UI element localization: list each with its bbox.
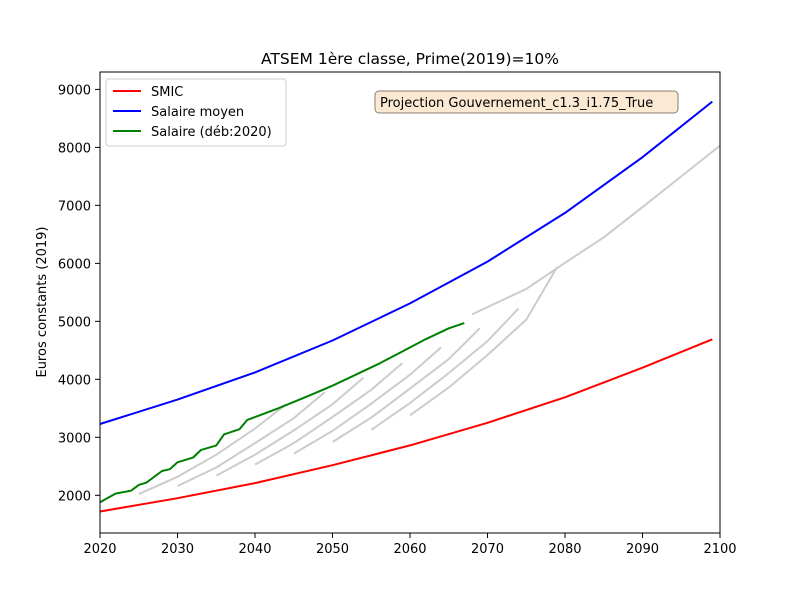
annotation-text: Projection Gouvernement_c1.3_i1.75_True [380, 96, 653, 111]
career-curves [138, 144, 721, 496]
x-tick-label-2070: 2070 [471, 542, 504, 557]
x-tick-label-2060: 2060 [393, 542, 426, 557]
y-axis-label: Euros constants (2019) [35, 226, 50, 377]
legend-label-smic: SMIC [151, 85, 183, 100]
career-curve-2060 [409, 266, 559, 417]
y-tick-label-7000: 7000 [58, 199, 91, 214]
y-tick-label-2000: 2000 [58, 489, 91, 504]
career-curve-2045 [293, 346, 442, 455]
series-line-smic [99, 338, 713, 513]
legend: SMIC Salaire moyen Salaire (déb:2020) [105, 78, 287, 147]
career-curve-2040 [254, 362, 403, 466]
x-tick-label-2040: 2040 [238, 542, 271, 557]
legend-box [105, 78, 287, 147]
career-curve-2055 [370, 307, 520, 431]
annotation-background [374, 90, 679, 114]
career-curve-2025 [138, 403, 287, 496]
legend-label-salaire: Salaire (déb:2020) [151, 125, 272, 140]
career-curve-2030 [177, 391, 326, 487]
career-curve-2068 [471, 144, 721, 316]
plot-area [99, 71, 721, 534]
x-tick-label-2050: 2050 [316, 542, 349, 557]
x-tick-label-2100: 2100 [703, 542, 736, 557]
y-tick-label-6000: 6000 [58, 257, 91, 272]
x-axis: 2020 2030 2040 2050 2060 2070 2080 2090 2100 [83, 533, 737, 557]
series-lines [99, 100, 713, 513]
y-tick-label-3000: 3000 [58, 431, 91, 446]
series-line-salaire-moyen [99, 100, 713, 425]
chart-title: ATSEM 1ère classe, Prime(2019)=10% [261, 50, 559, 68]
y-tick-label-4000: 4000 [58, 373, 91, 388]
career-curve-2050 [331, 327, 481, 443]
y-axis: 2000 3000 4000 5000 6000 7000 8000 9000 [58, 83, 100, 504]
career-curve-2035 [215, 376, 365, 477]
legend-label-salaire-moyen: Salaire moyen [151, 105, 244, 120]
x-tick-label-2080: 2080 [548, 542, 581, 557]
y-tick-label-9000: 9000 [58, 83, 91, 98]
y-tick-label-5000: 5000 [58, 315, 91, 330]
x-tick-label-2030: 2030 [161, 542, 194, 557]
x-tick-label-2020: 2020 [83, 542, 116, 557]
y-tick-label-8000: 8000 [58, 141, 91, 156]
annotation-box: Projection Gouvernement_c1.3_i1.75_True [374, 90, 679, 114]
x-tick-label-2090: 2090 [626, 542, 659, 557]
series-line-salaire-d-b-2020 [99, 322, 465, 504]
